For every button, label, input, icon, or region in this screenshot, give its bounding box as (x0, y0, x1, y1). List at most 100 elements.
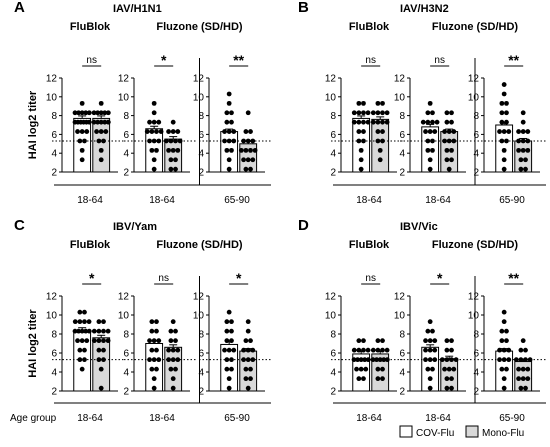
data-point-mono-flu (101, 328, 106, 334)
data-point-mono-flu (98, 129, 104, 134)
data-point-mono-flu (168, 328, 174, 334)
data-point-cov-flu (224, 110, 230, 116)
data-point-cov-flu (358, 157, 364, 163)
data-point-cov-flu (224, 147, 230, 153)
data-point-cov-flu (425, 366, 431, 372)
data-point-mono-flu (444, 385, 450, 391)
age-group-tick-label: 18-64 (425, 413, 451, 424)
data-point-mono-flu (170, 376, 176, 382)
data-point-cov-flu (156, 119, 162, 125)
data-point-mono-flu (444, 119, 450, 125)
y-tick-label: 4 (51, 368, 57, 379)
data-point-mono-flu (375, 129, 381, 134)
data-point-cov-flu (79, 100, 85, 106)
data-point-mono-flu (442, 138, 447, 144)
data-point-mono-flu (252, 147, 258, 153)
data-point-cov-flu (504, 100, 509, 106)
data-point-cov-flu (355, 357, 360, 363)
data-point-cov-flu (358, 357, 364, 363)
data-point-mono-flu (442, 129, 447, 134)
data-point-cov-flu (356, 338, 362, 344)
age-group-tick-label: 18-64 (356, 195, 382, 206)
data-point-cov-flu (77, 138, 83, 144)
data-point-cov-flu (427, 338, 433, 344)
data-point-cov-flu (84, 338, 90, 344)
data-point-mono-flu (96, 319, 102, 325)
data-point-cov-flu (82, 319, 87, 325)
data-point-cov-flu (501, 319, 507, 325)
data-point-mono-flu (516, 138, 521, 144)
data-point-cov-flu (425, 110, 431, 116)
data-point-cov-flu (504, 119, 509, 125)
panel-title: IAV/H3N2 (400, 3, 449, 15)
data-point-cov-flu (365, 110, 371, 116)
data-point-mono-flu (444, 347, 450, 353)
data-point-mono-flu (449, 338, 454, 344)
panel-letter: A (14, 0, 25, 16)
data-point-cov-flu (224, 328, 230, 334)
y-tick-label: 10 (118, 92, 130, 103)
y-tick-label: 8 (399, 111, 405, 122)
bar-cov-flu (352, 117, 371, 173)
data-point-mono-flu (95, 119, 101, 125)
data-point-cov-flu (75, 129, 80, 134)
data-point-cov-flu (499, 328, 505, 334)
data-point-cov-flu (430, 328, 435, 334)
data-point-cov-flu (365, 357, 371, 363)
data-point-mono-flu (175, 147, 181, 153)
vaccine-group-title: FluBlok (70, 239, 111, 251)
data-point-mono-flu (516, 147, 521, 153)
data-point-mono-flu (384, 347, 390, 353)
data-point-mono-flu (442, 366, 447, 372)
data-point-mono-flu (91, 328, 97, 334)
bar-mono-flu (440, 358, 459, 392)
y-tick-label: 12 (46, 74, 58, 85)
y-tick-label: 8 (51, 330, 57, 341)
data-point-mono-flu (168, 338, 174, 344)
significance-label: ** (508, 52, 519, 68)
y-axis-label: HAI log2 titer (27, 309, 39, 378)
y-tick-label: 12 (325, 74, 337, 85)
y-tick-label: 2 (198, 387, 204, 398)
y-tick-label: 2 (123, 387, 129, 398)
data-point-mono-flu (170, 347, 176, 353)
data-point-cov-flu (499, 366, 505, 372)
data-point-cov-flu (497, 129, 502, 134)
data-point-mono-flu (449, 376, 454, 382)
data-point-cov-flu (356, 347, 362, 353)
data-point-mono-flu (105, 110, 111, 116)
data-point-cov-flu (229, 119, 234, 125)
data-point-mono-flu (175, 129, 181, 134)
data-point-mono-flu (173, 366, 178, 372)
data-point-mono-flu (248, 366, 253, 372)
data-point-mono-flu (523, 385, 528, 391)
data-point-cov-flu (226, 385, 232, 391)
data-point-mono-flu (518, 347, 524, 353)
panel-c: C IBV/Yam HAI log2 titer 2 4 6 8 10 12 FluBlok * 18… (14, 217, 271, 424)
data-point-cov-flu (149, 147, 155, 153)
data-point-cov-flu (432, 338, 438, 344)
data-point-cov-flu (77, 357, 83, 363)
data-point-mono-flu (105, 338, 111, 344)
data-point-mono-flu (375, 376, 381, 382)
significance-label: ns (365, 55, 376, 66)
data-point-cov-flu (226, 129, 232, 134)
data-point-cov-flu (504, 338, 509, 344)
data-point-mono-flu (516, 366, 521, 372)
y-tick-label: 2 (123, 168, 129, 179)
data-point-cov-flu (425, 119, 431, 125)
y-tick-label: 6 (330, 130, 336, 141)
data-point-cov-flu (79, 328, 85, 334)
data-point-cov-flu (151, 110, 157, 116)
data-point-cov-flu (147, 338, 152, 344)
data-point-cov-flu (224, 319, 230, 325)
data-point-cov-flu (430, 119, 435, 125)
data-point-cov-flu (151, 376, 157, 382)
y-tick-label: 6 (51, 130, 57, 141)
data-point-cov-flu (354, 366, 359, 372)
vaccine-group-title: Fluzone (SD/HD) (432, 21, 518, 33)
data-point-cov-flu (506, 357, 512, 363)
y-tick-label: 2 (198, 168, 204, 179)
data-point-cov-flu (151, 100, 157, 106)
